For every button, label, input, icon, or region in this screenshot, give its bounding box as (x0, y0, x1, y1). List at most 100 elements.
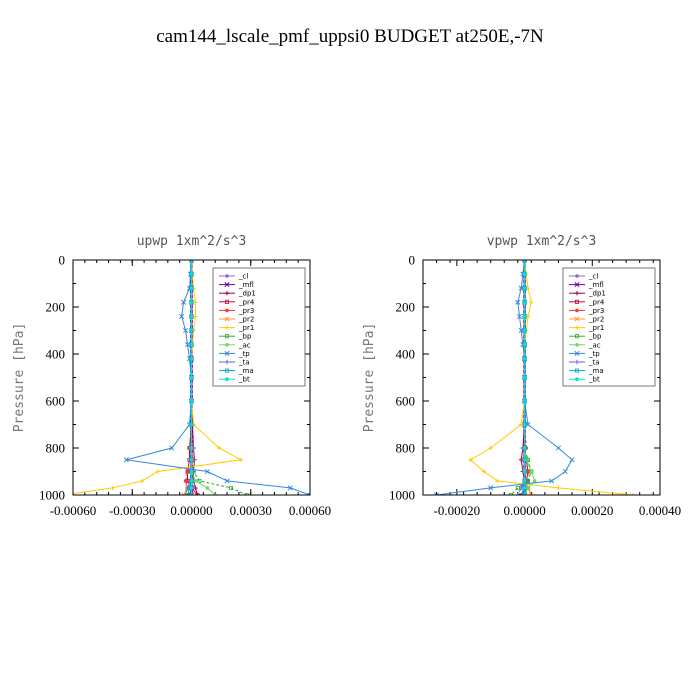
data-point-pr3 (185, 469, 190, 474)
legend-label: _tp (238, 350, 250, 358)
legend-marker (574, 325, 580, 330)
data-point-tp (515, 299, 521, 305)
data-point-bt (189, 272, 194, 276)
y-tick-label: 800 (46, 441, 66, 456)
legend-label: _pr1 (238, 324, 254, 332)
data-point-pr1 (529, 300, 534, 305)
y-tick-label: 1000 (39, 488, 65, 503)
data-point-tp (555, 445, 561, 451)
legend-label: _ac (588, 341, 601, 349)
legend-label: _dp1 (238, 290, 256, 298)
data-point-pr1 (468, 457, 473, 462)
plot-area (433, 260, 636, 495)
data-point-pr1 (193, 314, 198, 319)
legend-marker (574, 282, 580, 288)
legend-label: _bt (238, 376, 250, 384)
data-point-bt (189, 286, 194, 291)
panel-title: vpwp 1xm^2/s^3 (487, 234, 597, 249)
upwp-panel: upwp 1xm^2/s^3 Pressure [hPa] 0 200 400 600 80… (12, 234, 331, 518)
legend-marker (224, 350, 230, 356)
data-point-bt (522, 457, 527, 462)
data-point-ac (205, 486, 210, 490)
data-point-ac (193, 479, 198, 483)
legend-label: _pr1 (588, 324, 604, 332)
legend-label: _ta (588, 359, 600, 367)
legend-marker (224, 316, 230, 322)
data-point-tp (204, 468, 210, 475)
legend-marker (574, 359, 580, 365)
legend-marker (574, 316, 580, 322)
data-point-bt (522, 286, 527, 291)
legend-label: _pr2 (238, 316, 254, 324)
legend-box (562, 267, 656, 387)
data-point-pr1 (110, 485, 115, 491)
data-point-bt (522, 479, 527, 483)
data-point-bt (522, 486, 527, 490)
data-point-bt (522, 446, 527, 450)
data-point-bt (522, 375, 527, 380)
legend-marker (225, 377, 229, 382)
series-line-tp (436, 260, 573, 495)
legend-marker (224, 282, 230, 288)
vpwp-panel: vpwp 1xm^2/s^3 Pressure [hPa] 0 200 400 600 80… (362, 234, 681, 518)
legend-label: _cl (588, 273, 598, 281)
y-tick-label: 600 (396, 394, 416, 409)
data-point-tp (179, 313, 185, 319)
data-point-pr2 (181, 492, 187, 495)
data-point-tp (123, 457, 129, 463)
legend-marker (225, 343, 229, 347)
data-point-pr1 (238, 457, 244, 462)
x-tick-label: 0.00000 (503, 503, 545, 518)
data-point-tp (549, 478, 555, 484)
data-point-pr1 (139, 478, 145, 484)
data-point-bt (189, 446, 194, 450)
legend-marker (575, 274, 579, 278)
x-tick-label: 0.00060 (289, 503, 331, 518)
data-point-bt (189, 469, 194, 474)
data-point-pr1 (556, 485, 561, 491)
data-point-pr3 (183, 479, 188, 483)
data-point-tp (181, 299, 187, 305)
legend-label: _pr3 (588, 307, 604, 315)
legend-label: _tp (588, 350, 600, 358)
data-point-bt (189, 356, 194, 361)
legend-label: _ta (238, 359, 250, 367)
data-point-pr1 (495, 478, 500, 484)
data-point-bp (228, 485, 233, 490)
plot-frame (422, 259, 661, 496)
legend-label: _bp (238, 333, 252, 341)
data-point-pr3 (526, 469, 530, 474)
data-point-ac (526, 486, 530, 490)
legend-label: _pr3 (238, 307, 254, 315)
legend-marker (224, 368, 229, 373)
legend-marker (575, 368, 580, 373)
data-point-bt (522, 272, 527, 276)
legend-label: _dp1 (588, 290, 606, 298)
legend-marker (224, 299, 229, 304)
data-point-bp (197, 478, 202, 483)
data-point-bt (189, 342, 194, 347)
data-point-pr1 (630, 492, 636, 495)
x-tick-label: -0.00030 (109, 503, 156, 518)
data-point-bt (189, 328, 194, 333)
data-point-pr1 (216, 445, 222, 451)
y-tick-label: 200 (396, 300, 416, 315)
legend-marker (574, 291, 580, 296)
data-point-dp1 (193, 485, 198, 491)
data-point-bt (189, 375, 194, 380)
data-point-bt (522, 356, 527, 361)
data-point-tp (488, 485, 494, 491)
y-tick-label: 400 (46, 347, 66, 362)
data-point-ac (529, 469, 534, 474)
x-tick-label: 0.00040 (639, 503, 681, 518)
y-axis-label: Pressure [hPa] (12, 323, 27, 433)
data-point-pr1 (481, 469, 487, 474)
data-point-bt (522, 469, 527, 474)
data-point-tp (562, 468, 568, 475)
legend-label: _cl (238, 273, 248, 281)
legend: _cl_mfl_dp1_pr4_pr3_pr2_pr1_bp_ac_tp_ta_… (212, 267, 306, 387)
legend-marker (224, 334, 229, 339)
data-point-tp (569, 457, 575, 463)
data-point-tp (224, 478, 230, 484)
